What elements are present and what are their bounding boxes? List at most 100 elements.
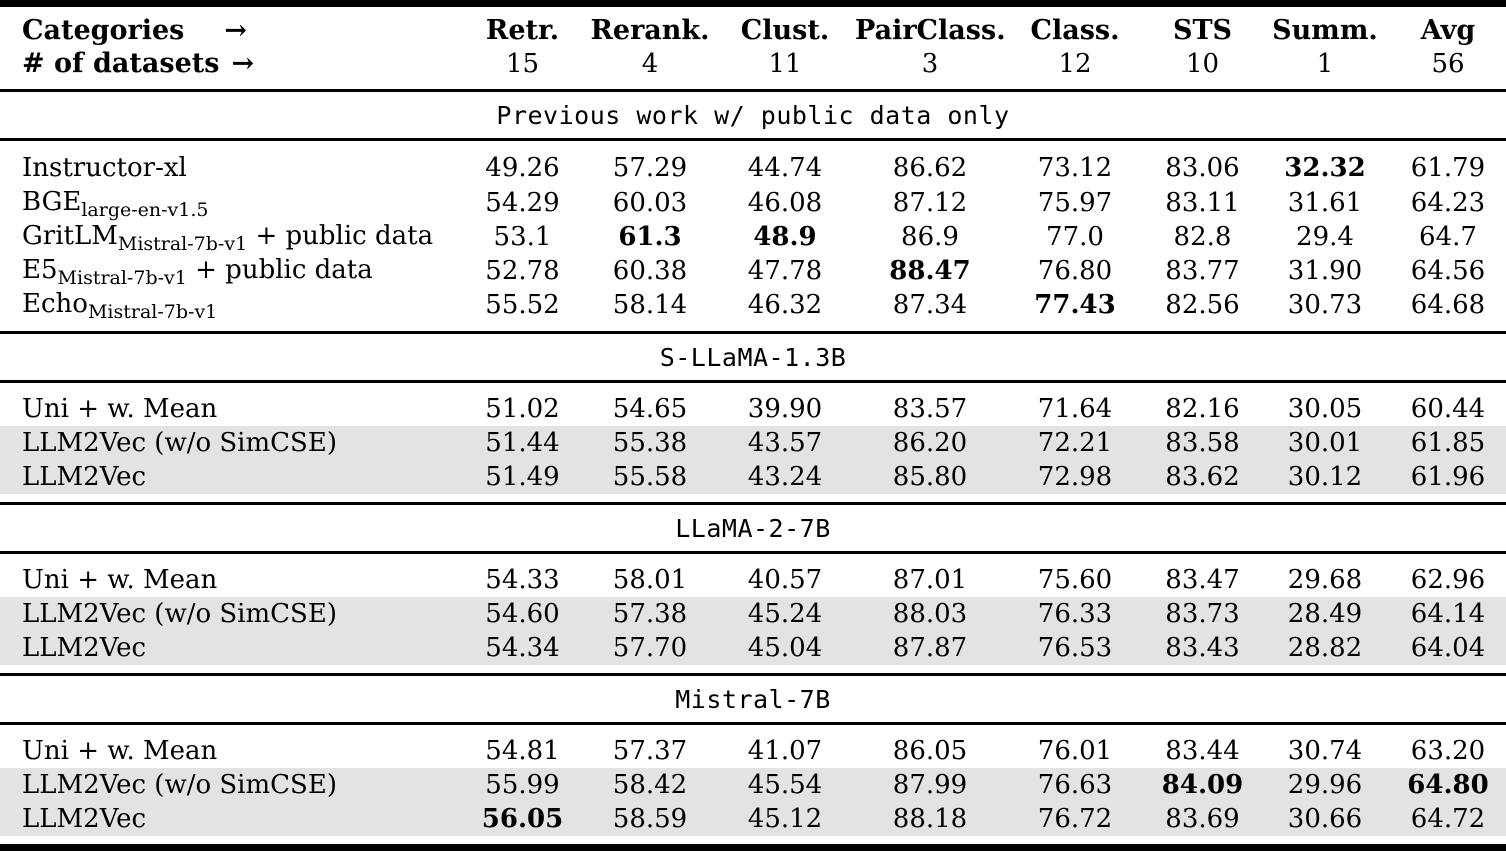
- bottom-rule: [0, 844, 1506, 851]
- model-name-text: BGE: [22, 187, 82, 217]
- section-divider-rule: [0, 722, 1506, 725]
- score-cell: 39.90: [747, 394, 823, 424]
- table-row: LLM2Vec 54.34 57.70 45.04 87.87 76.53 83.43 28.…: [0, 631, 1506, 665]
- score-cell: 71.64: [1037, 394, 1113, 424]
- right-arrow-icon: →: [231, 48, 255, 79]
- score-cell: 43.24: [747, 462, 823, 492]
- table-row: EchoMistral-7b-v1 55.52 58.14 46.32 87.34 77.…: [0, 287, 1506, 323]
- table-body: Previous work w/ public data only Instruc…: [0, 89, 1506, 851]
- section-divider-rule: [0, 89, 1506, 92]
- score-cell: 30.05: [1287, 394, 1363, 424]
- table-row: Uni + w. Mean 51.02 54.65 39.90 83.57 71.64 82…: [0, 392, 1506, 426]
- score-cell: 86.62: [892, 153, 968, 183]
- score-cell: 54.29: [485, 188, 560, 218]
- score-cell: 60.03: [612, 188, 688, 218]
- model-name-text: Echo: [22, 289, 88, 319]
- score-cell: 54.33: [485, 565, 560, 595]
- score-cell: 54.34: [485, 633, 560, 663]
- table-row: BGElarge-en-v1.5 54.29 60.03 46.08 87.12 75.9…: [0, 185, 1506, 221]
- column-header: STS: [1172, 15, 1233, 46]
- column-dataset-count: 1: [1316, 49, 1334, 79]
- score-cell: 76.33: [1037, 599, 1113, 629]
- score-cell: 87.99: [892, 770, 968, 800]
- column-dataset-count: 12: [1058, 49, 1092, 79]
- table-row: LLM2Vec 56.05 58.59 45.12 88.18 76.72 83.69 30.…: [0, 802, 1506, 836]
- model-name-subscript: Mistral-7b-v1: [117, 233, 248, 255]
- score-cell: 55.58: [612, 462, 688, 492]
- score-cell: 57.37: [612, 736, 688, 766]
- score-cell: 29.4: [1296, 222, 1354, 252]
- score-cell: 29.68: [1287, 565, 1363, 595]
- model-name-text: GritLM: [22, 221, 118, 251]
- score-cell: 45.54: [747, 770, 823, 800]
- score-cell: 58.14: [612, 290, 688, 320]
- datasets-label-cell: # of datasets →: [0, 47, 460, 81]
- datasets-label: # of datasets: [22, 48, 220, 79]
- score-cell: 84.09: [1161, 770, 1244, 800]
- score-cell: 83.57: [892, 394, 968, 424]
- model-name-cell: Uni + w. Mean: [0, 734, 460, 768]
- score-cell: 63.20: [1410, 736, 1486, 766]
- score-cell: 83.58: [1165, 428, 1240, 458]
- section-divider-rule: [0, 551, 1506, 554]
- score-cell: 61.85: [1410, 428, 1486, 458]
- column-header: Clust.: [740, 15, 830, 46]
- score-cell: 43.57: [747, 428, 823, 458]
- score-cell: 83.11: [1165, 188, 1240, 218]
- categories-label: Categories: [22, 15, 185, 46]
- right-arrow-icon: →: [224, 15, 248, 46]
- score-cell: 28.82: [1287, 633, 1363, 663]
- score-cell: 62.96: [1410, 565, 1486, 595]
- model-name-text: Uni + w. Mean: [22, 394, 218, 424]
- column-dataset-count: 15: [505, 49, 540, 79]
- score-cell: 30.01: [1287, 428, 1363, 458]
- score-cell: 45.04: [747, 633, 823, 663]
- score-cell: 54.81: [485, 736, 560, 766]
- score-cell: 51.02: [485, 394, 560, 424]
- section-divider-rule: [0, 502, 1506, 505]
- table-section: Uni + w. Mean 54.33 58.01 40.57 87.01 75.60 83…: [0, 554, 1506, 673]
- score-cell: 56.05: [481, 804, 564, 834]
- score-cell: 57.29: [612, 153, 688, 183]
- model-name-text: LLM2Vec (w/o SimCSE): [22, 770, 337, 800]
- score-cell: 28.49: [1287, 599, 1363, 629]
- score-cell: 58.01: [612, 565, 688, 595]
- score-cell: 45.12: [747, 804, 823, 834]
- score-cell: 40.57: [747, 565, 823, 595]
- model-name-text: Uni + w. Mean: [22, 736, 218, 766]
- table-section: Uni + w. Mean 51.02 54.65 39.90 83.57 71.64 82…: [0, 383, 1506, 502]
- model-name-cell: Instructor-xl: [0, 151, 460, 185]
- model-name-cell: BGElarge-en-v1.5: [0, 185, 460, 221]
- score-cell: 41.07: [747, 736, 823, 766]
- table-row: Uni + w. Mean 54.33 58.01 40.57 87.01 75.60 83…: [0, 563, 1506, 597]
- score-cell: 64.7: [1419, 222, 1477, 252]
- score-cell: 88.03: [892, 599, 968, 629]
- score-cell: 64.23: [1410, 188, 1486, 218]
- column-dataset-count: 10: [1185, 49, 1220, 79]
- column-header: Retr.: [485, 15, 560, 46]
- score-cell: 87.01: [892, 565, 968, 595]
- score-cell: 75.97: [1037, 188, 1113, 218]
- model-name-text: LLM2Vec (w/o SimCSE): [22, 599, 337, 629]
- model-name-cell: Uni + w. Mean: [0, 392, 460, 426]
- score-cell: 30.73: [1287, 290, 1363, 320]
- score-cell: 64.72: [1410, 804, 1486, 834]
- table-section: Uni + w. Mean 54.81 57.37 41.07 86.05 76.01 83…: [0, 725, 1506, 844]
- model-name-subscript: large-en-v1.5: [81, 199, 209, 221]
- section-divider-rule: [0, 380, 1506, 383]
- model-name-cell: Uni + w. Mean: [0, 563, 460, 597]
- dataset-counts-header-row: # of datasets → 15 4 11 3 12 10 1 56: [0, 47, 1506, 80]
- score-cell: 60.44: [1410, 394, 1486, 424]
- table-row: LLM2Vec (w/o SimCSE) 55.99 58.42 45.54 87.99…: [0, 768, 1506, 802]
- column-header: PairClass.: [855, 15, 1006, 46]
- score-cell: 76.63: [1037, 770, 1113, 800]
- score-cell: 54.60: [485, 599, 560, 629]
- score-cell: 61.96: [1410, 462, 1486, 492]
- section-band-title: LLaMA-2-7B: [675, 513, 831, 543]
- score-cell: 87.12: [892, 188, 968, 218]
- score-cell: 45.24: [747, 599, 823, 629]
- score-cell: 47.78: [747, 256, 823, 286]
- score-cell: 31.61: [1287, 188, 1363, 218]
- score-cell: 88.18: [892, 804, 968, 834]
- section-divider-rule: [0, 673, 1506, 676]
